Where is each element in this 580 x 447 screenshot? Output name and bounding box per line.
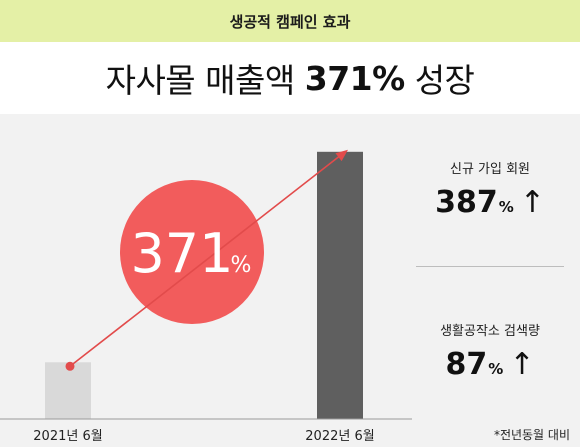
up-arrow-icon: ↑ [519,185,545,220]
stat-number: 387 [435,185,498,220]
headline: 자사몰 매출액 371% 성장 [0,42,580,114]
campaign-banner: 생공적 캠페인 효과 [0,0,580,42]
arrow-start-dot [65,361,75,371]
stat-value: 387% ↑ [416,185,564,220]
bar-2 [317,151,363,419]
growth-number: 371 [130,222,233,285]
footnote: *전년동월 대비 [493,428,570,442]
up-arrow-icon: ↑ [509,347,535,382]
headline-suffix: 성장 [414,61,475,100]
category-label: 2022년 6월 [305,429,374,444]
stat-label: 생활공작소 검색량 [440,324,540,339]
headline-number: 371% [304,58,405,98]
bar-1 [45,362,91,419]
stat-new-members: 신규 가입 회원 387% ↑ [416,158,564,220]
headline-prefix: 자사몰 매출액 [105,61,296,100]
stat-unit: % [488,360,504,378]
stat-value: 87% ↑ [416,347,564,382]
stat-number: 87 [445,347,488,382]
stats-divider [416,266,564,267]
growth-bar-chart: 2021년 6월 2022년 6월 371% [0,149,412,444]
stat-unit: % [498,198,514,216]
banner-title: 생공적 캠페인 효과 [229,12,351,31]
stat-label: 신규 가입 회원 [449,162,531,177]
growth-arrowhead-icon [335,149,348,162]
growth-circle [120,180,264,324]
category-label: 2021년 6월 [33,429,102,444]
growth-arrow-line [69,155,341,367]
stat-search-volume: 생활공작소 검색량 87% ↑ [416,320,564,382]
growth-unit: % [231,253,252,278]
